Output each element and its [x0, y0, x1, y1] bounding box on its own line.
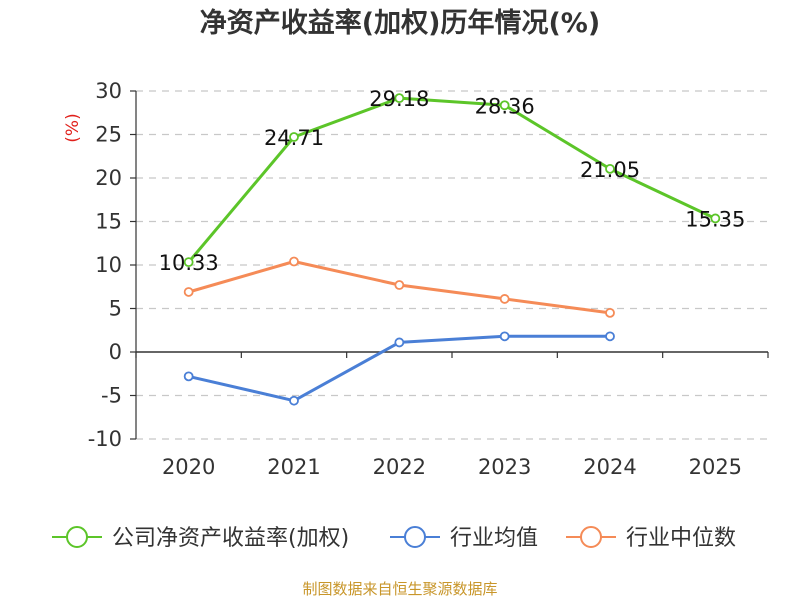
legend-label: 行业均值 — [450, 526, 538, 551]
y-tick-label: 25 — [95, 123, 122, 147]
x-tick-label: 2020 — [162, 455, 215, 479]
data-label: 10.33 — [159, 251, 219, 275]
data-point — [605, 163, 615, 174]
data-point — [289, 132, 299, 142]
data-label: 28.36 — [475, 94, 535, 118]
data-point — [183, 287, 194, 297]
legend-item: 行业中位数 — [566, 526, 736, 551]
x-tick-label: 2021 — [267, 455, 320, 479]
y-tick-label: 30 — [95, 79, 122, 103]
legend: 公司净资产收益率(加权) 行业均值 行业中位数 — [52, 526, 736, 551]
data-point — [499, 331, 510, 342]
source-note: 制图数据来自恒生聚源数据库 — [302, 580, 497, 598]
y-tick-label: -10 — [88, 427, 122, 451]
data-label: 29.18 — [369, 87, 429, 111]
series-1 — [183, 93, 721, 268]
x-tick-labels: 2020 2021 2022 2023 2024 2025 — [162, 455, 742, 479]
y-tick-label: -5 — [101, 384, 122, 408]
y-tick-label: 5 — [109, 297, 122, 321]
y-tick-label: 15 — [95, 210, 122, 234]
data-point — [499, 100, 510, 111]
legend-label: 行业中位数 — [626, 526, 736, 551]
data-point — [183, 257, 194, 268]
data-point — [605, 331, 615, 342]
data-point — [394, 280, 405, 290]
data-point — [289, 395, 299, 406]
grid-lines — [136, 90, 768, 440]
x-tick-label: 2024 — [583, 455, 636, 479]
series-layer — [183, 93, 721, 406]
data-label: 15.35 — [685, 207, 745, 231]
data-point — [289, 256, 299, 267]
data-label: 21.05 — [580, 158, 640, 182]
data-point — [710, 213, 721, 224]
series-3 — [183, 256, 615, 318]
y-tick-label: 10 — [95, 253, 122, 277]
y-tick-label: 0 — [109, 340, 122, 364]
data-point — [394, 337, 405, 348]
legend-marker — [66, 526, 88, 548]
data-point — [394, 93, 405, 104]
data-point — [183, 371, 194, 382]
data-point — [605, 307, 615, 318]
x-tick-label: 2025 — [689, 455, 742, 479]
y-axis-unit-label: (%) — [63, 113, 83, 142]
series-line — [187, 96, 717, 264]
legend-label: 公司净资产收益率(加权) — [112, 526, 349, 551]
series-2 — [183, 331, 615, 406]
y-tick-labels: 30 25 20 15 10 5 0 -5 -10 — [88, 79, 122, 451]
legend-item: 行业均值 — [390, 526, 538, 551]
x-tick-label: 2023 — [478, 455, 531, 479]
legend-marker — [404, 526, 426, 548]
legend-item: 公司净资产收益率(加权) — [52, 526, 349, 551]
chart-title: 净资产收益率(加权)历年情况(%) — [200, 7, 600, 39]
legend-marker — [580, 526, 602, 548]
data-point — [499, 294, 510, 304]
x-tick-label: 2022 — [373, 455, 426, 479]
data-label: 24.71 — [264, 126, 324, 150]
axes — [130, 90, 769, 440]
y-tick-label: 20 — [95, 166, 122, 190]
data-labels: 10.33 24.71 29.18 28.36 21.05 15.35 — [159, 87, 746, 275]
